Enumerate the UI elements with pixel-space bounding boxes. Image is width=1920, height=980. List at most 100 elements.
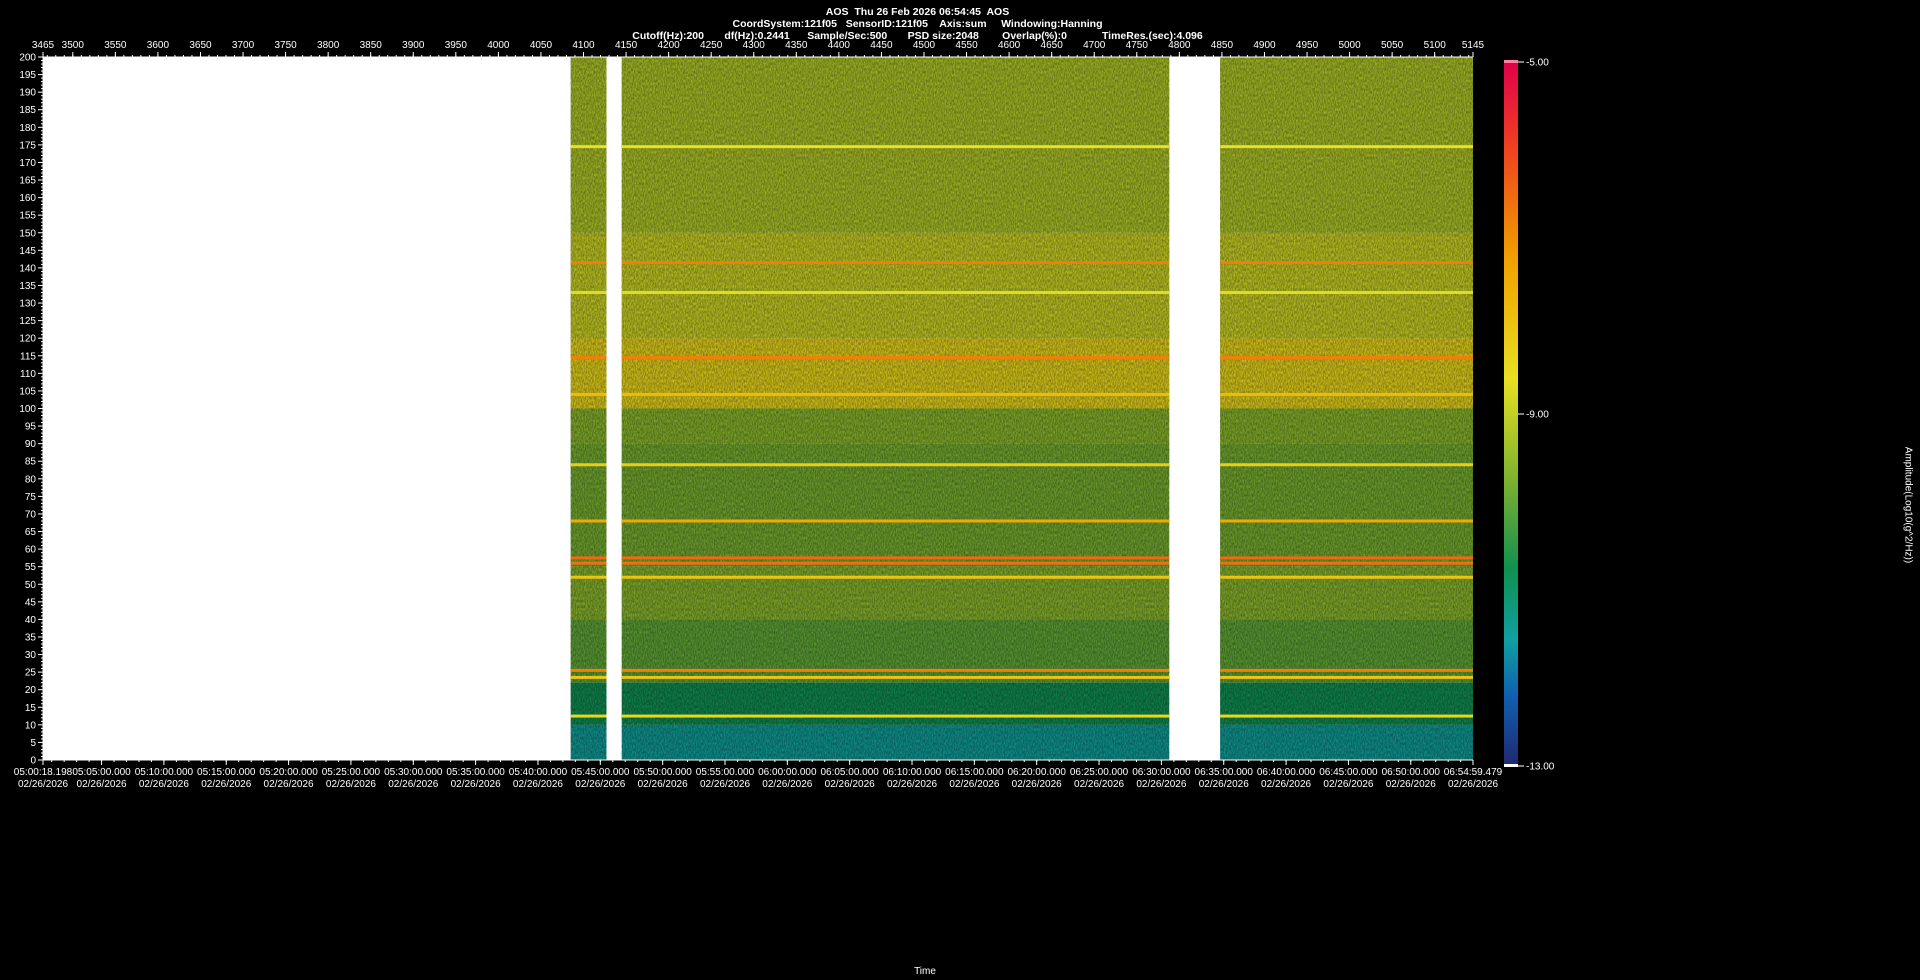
top-tick-label: 4650 xyxy=(1041,40,1064,51)
bottom-tick-time: 05:05:00.000 xyxy=(72,767,131,778)
top-tick-label: 3600 xyxy=(147,40,170,51)
tonal-line xyxy=(621,356,1170,360)
y-tick-label: 110 xyxy=(20,369,36,380)
bottom-tick-date: 02/26/2026 xyxy=(1074,779,1124,790)
top-tick-label: 4450 xyxy=(870,40,893,51)
y-tick-label: 100 xyxy=(19,404,36,415)
tonal-line xyxy=(621,392,1170,396)
bottom-tick-time: 05:40:00.000 xyxy=(509,767,568,778)
data-segment xyxy=(570,57,607,760)
top-tick-label: 3550 xyxy=(104,40,127,51)
top-tick-label: 4900 xyxy=(1253,40,1276,51)
bottom-tick-date: 02/26/2026 xyxy=(388,779,438,790)
top-tick-label: 4700 xyxy=(1083,40,1106,51)
y-tick-label: 155 xyxy=(19,211,36,222)
bottom-tick-date: 02/26/2026 xyxy=(513,779,563,790)
chart-title: AOS Thu 26 Feb 2026 06:54:45 AOS xyxy=(825,6,1010,18)
top-tick-label: 4350 xyxy=(785,40,808,51)
colorbar-tick-label: -5.00 xyxy=(1526,58,1549,69)
tonal-line xyxy=(621,556,1170,560)
y-tick-label: 75 xyxy=(25,492,37,503)
bottom-tick-time: 05:50:00.000 xyxy=(633,767,692,778)
tonal-line xyxy=(1220,714,1473,718)
y-tick-label: 175 xyxy=(19,140,36,151)
bottom-tick-time: 05:25:00.000 xyxy=(322,767,381,778)
tonal-line xyxy=(1220,392,1473,396)
colorbar-bottom-cap xyxy=(1504,764,1518,767)
bottom-tick-date: 02/26/2026 xyxy=(1199,779,1249,790)
tonal-line xyxy=(570,463,607,467)
bottom-tick-time: 06:45:00.000 xyxy=(1319,767,1378,778)
bottom-tick-time: 06:05:00.000 xyxy=(820,767,879,778)
y-tick-label: 140 xyxy=(19,263,36,274)
y-tick-label: 130 xyxy=(19,299,36,310)
data-segment xyxy=(1220,57,1473,760)
bottom-tick-date: 02/26/2026 xyxy=(638,779,688,790)
tonal-line xyxy=(570,291,607,295)
y-tick-label: 5 xyxy=(30,738,36,749)
top-tick-label: 5050 xyxy=(1381,40,1404,51)
y-tick-label: 180 xyxy=(19,123,36,134)
top-tick-label: 5145 xyxy=(1462,40,1485,51)
bottom-tick-date: 02/26/2026 xyxy=(1448,779,1498,790)
tonal-line xyxy=(1220,668,1473,672)
top-tick-label: 4800 xyxy=(1168,40,1191,51)
colorbar-label: Amplitude(Log10(g^2/Hz)) xyxy=(1902,446,1914,564)
top-tick-label: 4600 xyxy=(998,40,1021,51)
y-tick-label: 135 xyxy=(19,281,36,292)
bottom-tick-time: 05:00:18.198 xyxy=(14,767,73,778)
bottom-tick-time: 06:10:00.000 xyxy=(883,767,942,778)
y-tick-label: 95 xyxy=(25,422,37,433)
tonal-line xyxy=(570,261,607,265)
y-tick-label: 165 xyxy=(19,176,36,187)
tonal-line xyxy=(621,145,1170,149)
y-tick-label: 45 xyxy=(25,597,37,608)
bottom-tick-date: 02/26/2026 xyxy=(264,779,314,790)
top-tick-label: 3700 xyxy=(232,40,255,51)
top-tick-label: 3465 xyxy=(32,40,55,51)
top-tick-label: 4050 xyxy=(530,40,553,51)
tonal-line xyxy=(621,668,1170,672)
bottom-tick-time: 06:35:00.000 xyxy=(1195,767,1254,778)
y-tick-label: 200 xyxy=(19,53,36,64)
top-tick-label: 4850 xyxy=(1211,40,1234,51)
bottom-tick-date: 02/26/2026 xyxy=(762,779,812,790)
x-axis-label: Time xyxy=(914,966,936,977)
top-tick-label: 4950 xyxy=(1296,40,1319,51)
tonal-line xyxy=(570,714,607,718)
top-tick-label: 4200 xyxy=(658,40,681,51)
y-tick-label: 40 xyxy=(25,615,37,626)
bottom-tick-time: 05:10:00.000 xyxy=(135,767,194,778)
tonal-line xyxy=(1220,463,1473,467)
y-tick-label: 145 xyxy=(19,246,36,257)
top-tick-label: 3500 xyxy=(62,40,85,51)
y-tick-label: 15 xyxy=(25,703,37,714)
spectrogram-data xyxy=(570,57,1473,760)
top-tick-label: 3800 xyxy=(317,40,340,51)
y-tick-label: 195 xyxy=(19,70,36,81)
colorbar-tick-label: -9.00 xyxy=(1526,410,1549,421)
y-tick-label: 150 xyxy=(19,228,36,239)
top-tick-label: 4750 xyxy=(1126,40,1149,51)
tonal-line xyxy=(570,575,607,579)
tonal-line xyxy=(621,561,1170,565)
y-tick-label: 30 xyxy=(25,650,37,661)
top-tick-label: 5000 xyxy=(1338,40,1361,51)
y-tick-label: 105 xyxy=(19,386,36,397)
bottom-tick-time: 05:30:00.000 xyxy=(384,767,443,778)
tonal-line xyxy=(570,519,607,523)
bottom-tick-time: 06:15:00.000 xyxy=(945,767,1004,778)
bottom-tick-time: 06:40:00.000 xyxy=(1257,767,1316,778)
top-tick-label: 3900 xyxy=(402,40,425,51)
bottom-tick-date: 02/26/2026 xyxy=(77,779,127,790)
y-tick-label: 190 xyxy=(19,88,36,99)
y-tick-label: 60 xyxy=(25,545,37,556)
bottom-tick-date: 02/26/2026 xyxy=(1012,779,1062,790)
y-tick-label: 55 xyxy=(25,562,37,573)
bottom-tick-date: 02/26/2026 xyxy=(1136,779,1186,790)
y-tick-label: 160 xyxy=(19,193,36,204)
y-tick-label: 50 xyxy=(25,580,37,591)
chart-subtitle-config: CoordSystem:121f05 SensorID:121f05 Axis:… xyxy=(732,18,1103,30)
tonal-line xyxy=(1220,519,1473,523)
